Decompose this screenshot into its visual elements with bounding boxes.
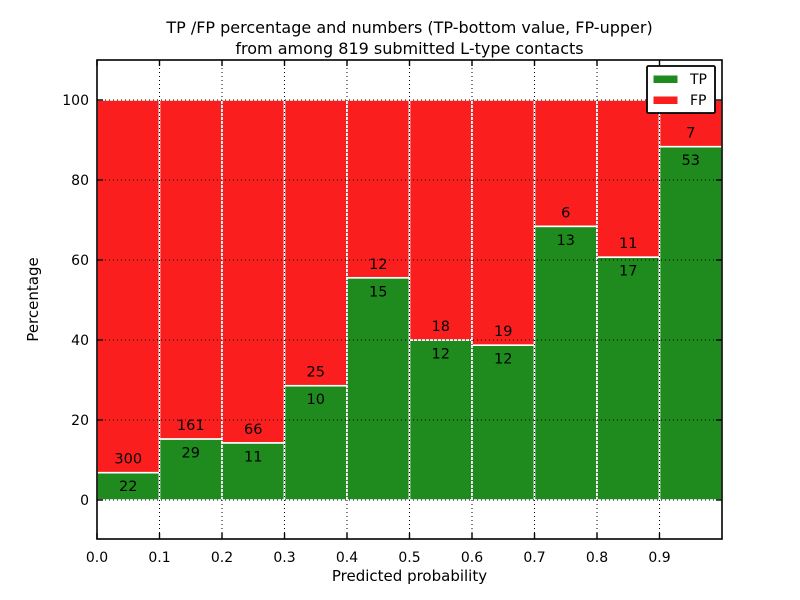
tp-count-label: 22 — [119, 479, 137, 495]
tp-bar — [596, 256, 661, 501]
x-tick-label: 0.9 — [648, 550, 670, 566]
tp-bar — [346, 276, 411, 501]
legend-swatch-fp — [652, 95, 679, 105]
y-tick-label: 100 — [62, 93, 89, 109]
y-tick-label: 0 — [80, 493, 89, 509]
x-tick-label: 0.0 — [86, 550, 108, 566]
fp-count-label: 161 — [177, 418, 205, 434]
x-tick-label: 0.2 — [211, 550, 233, 566]
legend-label-fp: FP — [690, 93, 707, 109]
fp-bar — [221, 99, 286, 444]
y-tick-label: 80 — [71, 173, 89, 189]
fp-bar — [283, 99, 348, 387]
x-tick-label: 0.6 — [461, 550, 483, 566]
gridlines-layer — [97, 60, 722, 539]
x-tick-label: 0.4 — [336, 550, 358, 566]
fp-count-label: 7 — [686, 126, 695, 142]
x-tick-label: 0.5 — [398, 550, 420, 566]
fp-count-label: 25 — [307, 365, 325, 381]
fp-count-label: 11 — [619, 236, 637, 252]
y-tick-label: 20 — [71, 413, 89, 429]
fp-count-label: 18 — [432, 319, 450, 335]
fp-count-label: 300 — [114, 452, 142, 468]
tp-count-label: 17 — [619, 264, 637, 280]
legend-label-tp: TP — [689, 72, 707, 88]
y-tick-label: 60 — [71, 253, 89, 269]
fp-count-label: 6 — [561, 205, 570, 221]
fp-bar — [471, 99, 536, 346]
tp-bar — [471, 344, 536, 501]
fp-bar — [533, 99, 598, 228]
ticks-layer — [96, 60, 722, 539]
tp-count-label: 12 — [432, 347, 450, 363]
fp-count-label: 19 — [494, 324, 512, 340]
y-tick-label: 40 — [71, 333, 89, 349]
tp-bar — [658, 145, 723, 501]
chart-title-line1: TP /FP percentage and numbers (TP-bottom… — [165, 18, 652, 37]
tp-bar — [533, 225, 598, 501]
x-tick-label: 0.1 — [148, 550, 170, 566]
tp-count-label: 10 — [307, 392, 325, 408]
tp-bar — [408, 339, 473, 501]
bars-layer — [96, 99, 723, 501]
tp-count-label: 11 — [244, 449, 262, 465]
legend: TP FP — [646, 65, 716, 114]
fp-bar — [596, 99, 661, 258]
x-tick-label: 0.3 — [273, 550, 295, 566]
tick-labels-layer: 0.0 0.1 0.2 0.3 0.4 0.5 0.6 0.7 0.8 0.9 0 20 40 60 80 1… — [62, 93, 670, 566]
plot-frame — [96, 59, 723, 540]
fp-bar — [346, 99, 411, 279]
y-axis-label: Percentage — [24, 257, 42, 341]
tp-count-label: 15 — [369, 284, 387, 300]
bar-value-labels-layer: 300 22 161 29 66 11 25 10 12 15 18 12 19 12 6 13 11 17 7 53 — [114, 126, 700, 496]
fp-count-label: 66 — [244, 422, 262, 438]
tp-count-label: 53 — [682, 153, 700, 169]
fp-bar — [408, 99, 473, 341]
x-tick-label: 0.7 — [523, 550, 545, 566]
chart-title-line2: from among 819 submitted L-type contacts — [235, 39, 583, 58]
x-tick-label: 0.8 — [586, 550, 608, 566]
fp-count-label: 12 — [369, 257, 387, 273]
legend-swatch-tp — [652, 74, 679, 84]
tp-count-label: 29 — [182, 445, 200, 461]
tp-bar — [283, 384, 348, 501]
tp-count-label: 12 — [494, 352, 512, 368]
x-axis-label: Predicted probability — [332, 567, 487, 585]
fp-bar — [96, 99, 161, 474]
tp-count-label: 13 — [557, 233, 575, 249]
fp-bar — [158, 99, 223, 440]
